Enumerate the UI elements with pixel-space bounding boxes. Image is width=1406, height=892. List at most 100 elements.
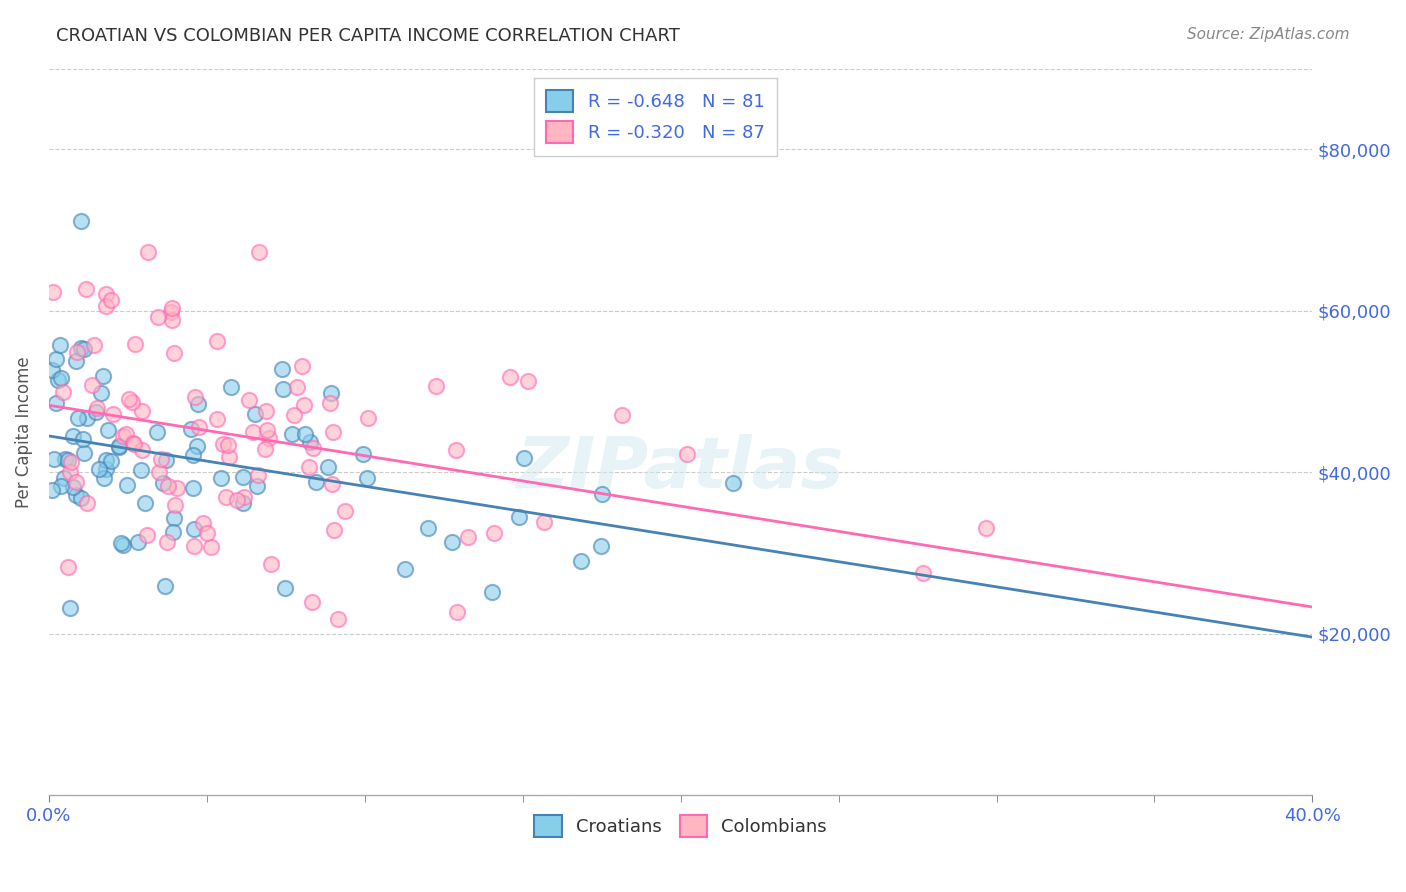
Point [62, 480, 84, 494]
Text: ZIPatlas: ZIPatlas [517, 434, 845, 503]
Point [676, 447, 699, 461]
Point [134, 495, 156, 509]
Point [146, 425, 169, 439]
Point [49, 371, 72, 385]
Point [242, 425, 264, 439]
Point [101, 407, 124, 421]
Point [352, 447, 374, 461]
Point [148, 465, 170, 479]
Point [112, 537, 135, 551]
Point [72, 432, 94, 446]
Point [118, 392, 141, 406]
Point [66, 345, 89, 359]
Point [569, 554, 592, 568]
Point [212, 437, 235, 451]
Point [209, 471, 232, 485]
Point [446, 443, 468, 458]
Point [162, 346, 184, 360]
Point [723, 475, 745, 490]
Point [73, 446, 96, 460]
Point [591, 487, 613, 501]
Point [283, 408, 305, 422]
Point [256, 424, 278, 438]
Point [305, 475, 328, 489]
Point [219, 380, 242, 394]
Point [508, 509, 530, 524]
Point [122, 437, 145, 451]
Point [67, 410, 90, 425]
Point [75, 282, 97, 296]
Point [58, 452, 80, 467]
Point [321, 477, 343, 491]
Point [76, 410, 98, 425]
Point [115, 427, 138, 442]
Point [232, 496, 254, 510]
Point [60, 455, 83, 469]
Point [446, 605, 468, 619]
Point [84, 405, 107, 419]
Point [326, 611, 349, 625]
Point [65, 488, 87, 502]
Point [96, 453, 118, 467]
Point [271, 382, 294, 396]
Point [281, 426, 304, 441]
Point [124, 336, 146, 351]
Point [183, 539, 205, 553]
Point [69, 213, 91, 227]
Legend: Croatians, Colombians: Croatians, Colombians [527, 808, 834, 845]
Point [356, 471, 378, 485]
Point [96, 299, 118, 313]
Point [481, 585, 503, 599]
Point [129, 462, 152, 476]
Point [516, 374, 538, 388]
Point [188, 420, 211, 434]
Point [59, 465, 82, 479]
Point [86, 401, 108, 415]
Point [41, 483, 63, 497]
Point [97, 423, 120, 437]
Point [100, 293, 122, 308]
Point [205, 334, 228, 348]
Point [110, 536, 132, 550]
Point [181, 481, 204, 495]
Point [533, 515, 555, 529]
Point [135, 528, 157, 542]
Point [65, 475, 87, 489]
Point [589, 539, 612, 553]
Point [163, 511, 186, 525]
Point [513, 451, 536, 466]
Point [112, 429, 135, 443]
Point [301, 441, 323, 455]
Point [292, 398, 315, 412]
Point [440, 535, 463, 549]
Point [160, 313, 183, 327]
Point [136, 245, 159, 260]
Point [457, 530, 479, 544]
Point [911, 566, 934, 580]
Point [180, 421, 202, 435]
Point [93, 470, 115, 484]
Point [48, 373, 70, 387]
Point [186, 439, 208, 453]
Text: CROATIAN VS COLOMBIAN PER CAPITA INCOME CORRELATION CHART: CROATIAN VS COLOMBIAN PER CAPITA INCOME … [56, 27, 681, 45]
Point [246, 467, 269, 482]
Text: Source: ZipAtlas.com: Source: ZipAtlas.com [1187, 27, 1350, 42]
Point [121, 394, 143, 409]
Point [91, 368, 114, 383]
Point [187, 397, 209, 411]
Point [94, 286, 117, 301]
Point [70, 491, 93, 505]
Point [254, 403, 277, 417]
Point [122, 436, 145, 450]
Point [44, 451, 66, 466]
Point [271, 362, 294, 376]
Point [131, 443, 153, 458]
Point [610, 408, 633, 422]
Point [243, 408, 266, 422]
Point [301, 595, 323, 609]
Point [260, 557, 283, 571]
Point [294, 427, 316, 442]
Point [45, 351, 67, 366]
Point [100, 454, 122, 468]
Point [273, 582, 295, 596]
